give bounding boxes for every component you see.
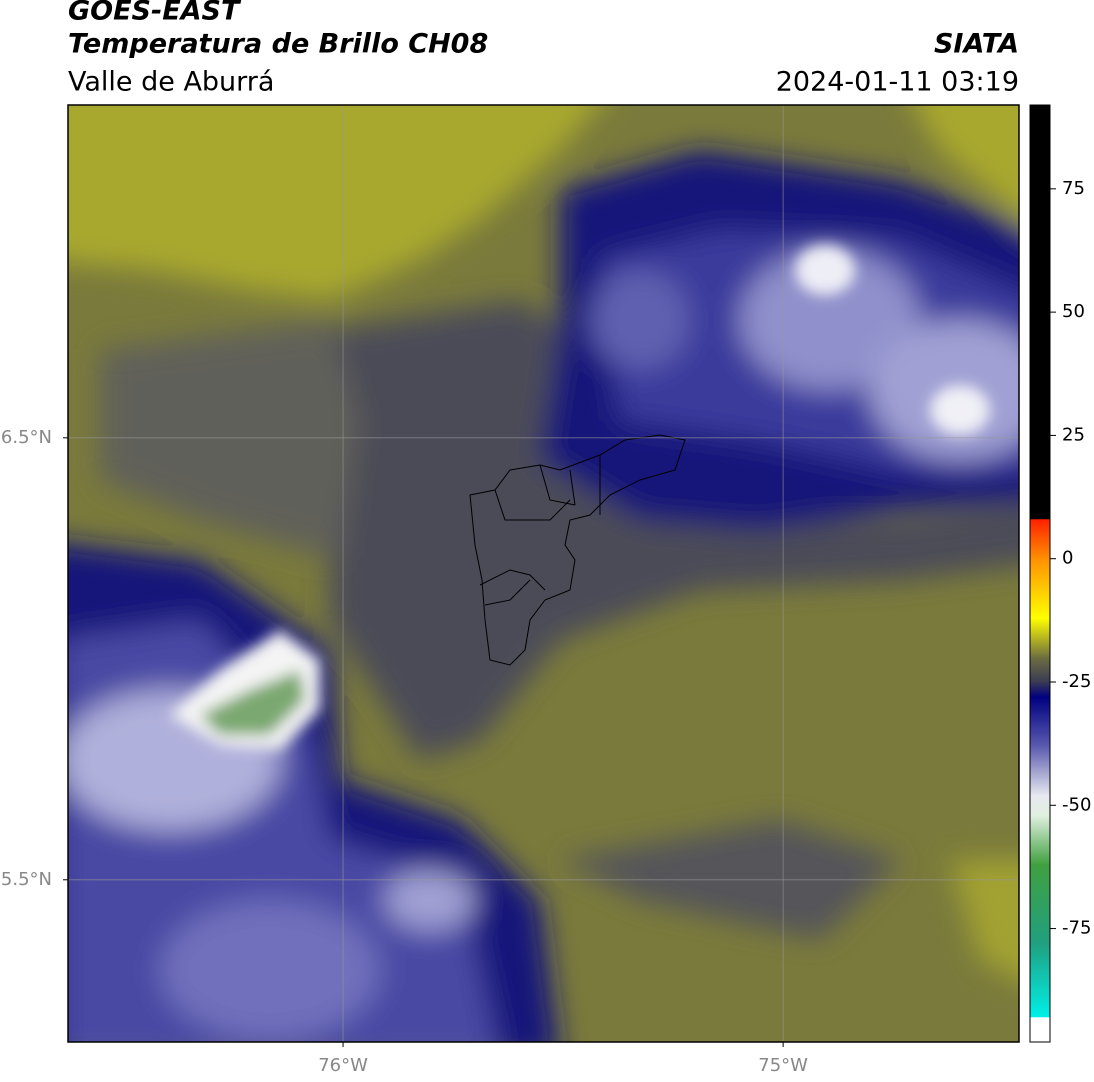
grid: 76°W 75°W 6.5°N 5.5°N xyxy=(1,105,1019,1076)
colorbar-tick-label: -50 xyxy=(1062,794,1091,815)
colorbar-segment xyxy=(1030,1017,1050,1043)
satellite-image xyxy=(68,105,1019,1042)
colorbar-segment xyxy=(1030,795,1050,816)
colorbar-segment xyxy=(1030,558,1050,619)
subtitle: Temperatura de Brillo CH08 xyxy=(68,29,488,60)
colorbar-segment xyxy=(1030,943,1050,1018)
colorbar: 75 50 25 0 -25 -50 -75 xyxy=(1030,105,1091,1043)
colorbar-segment xyxy=(1030,696,1050,747)
colorbar-tick-label: -75 xyxy=(1062,918,1091,939)
map-frame xyxy=(67,104,1020,1043)
x-tick-label: 75°W xyxy=(758,1055,808,1076)
datetime: 2024-01-11 03:19 xyxy=(776,67,1019,98)
title: GOES-EAST xyxy=(68,0,242,27)
source: SIATA xyxy=(934,29,1019,60)
colorbar-segment xyxy=(1030,617,1050,658)
colorbar-segment xyxy=(1030,746,1050,796)
y-tick-label: 5.5°N xyxy=(1,869,52,890)
colorbar-segment xyxy=(1030,681,1050,698)
colorbar-segment xyxy=(1030,864,1050,944)
colorbar-segment xyxy=(1030,815,1050,865)
y-tick-label: 6.5°N xyxy=(1,427,52,448)
colorbar-segment xyxy=(1030,105,1050,520)
colorbar-tick-label: 25 xyxy=(1062,424,1085,445)
region: Valle de Aburrá xyxy=(68,67,274,98)
colorbar-tick-label: -25 xyxy=(1062,671,1091,692)
colorbar-segment xyxy=(1030,657,1050,683)
x-tick-label: 76°W xyxy=(318,1055,368,1076)
colorbar-tick-label: 75 xyxy=(1062,178,1085,199)
colorbar-tick-label: 50 xyxy=(1062,301,1085,322)
colorbar-tick-label: 0 xyxy=(1062,548,1073,569)
colorbar-segment xyxy=(1030,519,1050,560)
colorbar-frame xyxy=(1029,104,1051,1043)
municipal-boundaries xyxy=(469,434,686,666)
